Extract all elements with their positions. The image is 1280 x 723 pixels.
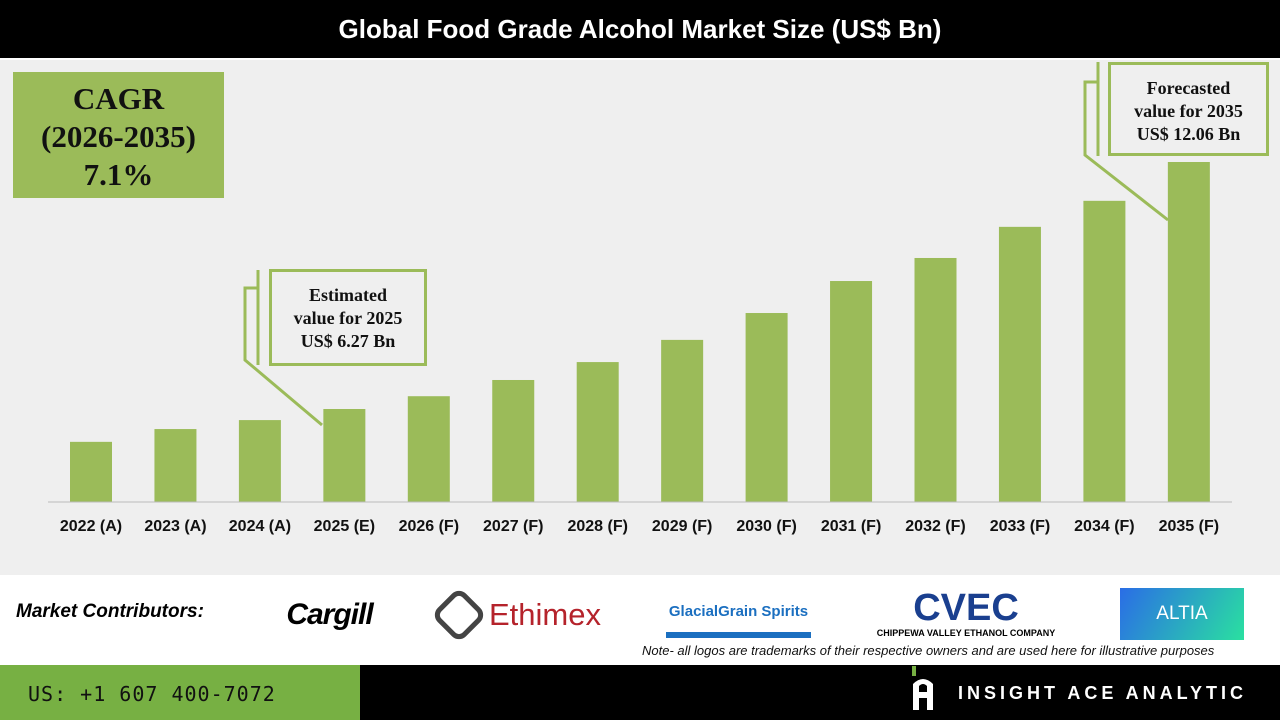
logo-text: GlacialGrain Spirits bbox=[668, 603, 809, 620]
contributors-section bbox=[0, 577, 1280, 665]
callout-text: Forecasted bbox=[1146, 78, 1231, 98]
x-tick-label: 2035 (F) bbox=[1159, 518, 1219, 535]
x-tick-label: 2028 (F) bbox=[567, 518, 627, 535]
bar bbox=[154, 429, 197, 502]
phone-number[interactable]: US: +1 607 400-7072 bbox=[0, 665, 360, 720]
bar-chart: 2022 (A) 2023 (A) 2024 (A) 2025 (E) 2026 (F)… bbox=[48, 62, 1232, 535]
x-tick-label: 2025 (E) bbox=[314, 518, 375, 535]
bar bbox=[1167, 162, 1210, 502]
bar bbox=[323, 409, 366, 502]
callout-value: US$ 12.06 Bn bbox=[1136, 124, 1241, 144]
bar bbox=[830, 281, 873, 502]
x-tick-label: 2023 (A) bbox=[144, 518, 206, 535]
ethimex-icon bbox=[430, 586, 488, 644]
bar bbox=[576, 362, 619, 502]
footer-bar bbox=[360, 665, 1280, 720]
x-tick-label: 2030 (F) bbox=[736, 518, 796, 535]
bar bbox=[661, 339, 704, 502]
logo-text: CVEC bbox=[913, 587, 1019, 629]
x-tick-label: 2027 (F) bbox=[483, 518, 543, 535]
brand-name: INSIGHT ACE ANALYTIC bbox=[958, 683, 1248, 703]
cagr-value: 7.1% bbox=[83, 157, 154, 192]
bar bbox=[1083, 200, 1126, 503]
cvec-logo: CVEC CHIPPEWA VALLEY ETHANOL COMPANY bbox=[876, 586, 1056, 640]
logo-subtext: CHIPPEWA VALLEY ETHANOL COMPANY bbox=[876, 628, 1056, 638]
cagr-period: (2026-2035) bbox=[41, 119, 196, 154]
bar bbox=[238, 420, 281, 502]
x-tick-label: 2034 (F) bbox=[1074, 518, 1134, 535]
cagr-label: CAGR bbox=[72, 81, 165, 116]
callout-text: value for 2025 bbox=[293, 308, 403, 328]
x-tick-label: 2026 (F) bbox=[399, 518, 459, 535]
logo-text: Cargill bbox=[286, 597, 373, 631]
logo-text: ALTIA bbox=[1156, 603, 1208, 624]
contributors-label: Market Contributors: bbox=[16, 601, 204, 622]
cagr-box: CAGR (2026-2035) 7.1% bbox=[13, 72, 224, 198]
callout-value: US$ 6.27 Bn bbox=[300, 331, 396, 351]
cargill-logo: Cargill bbox=[272, 592, 387, 637]
callout-2025-leader bbox=[243, 286, 323, 427]
callout-text: value for 2035 bbox=[1134, 101, 1243, 121]
ethimex-logo: Ethimex bbox=[430, 586, 610, 644]
x-tick-label: 2032 (F) bbox=[905, 518, 965, 535]
callout-2035: Forecasted value for 2035 US$ 12.06 Bn bbox=[1108, 62, 1269, 156]
bar bbox=[70, 441, 112, 502]
callout-2025: Estimated value for 2025 US$ 6.27 Bn bbox=[269, 269, 427, 366]
x-tick-label: 2029 (F) bbox=[652, 518, 712, 535]
x-tick-label: 2033 (F) bbox=[990, 518, 1050, 535]
bar bbox=[998, 226, 1041, 503]
x-tick-label: 2022 (A) bbox=[60, 518, 122, 535]
insightace-logo-icon bbox=[912, 666, 933, 710]
chart-title: Global Food Grade Alcohol Market Size (U… bbox=[0, 0, 1280, 58]
bar bbox=[492, 379, 535, 502]
trademark-note: Note- all logos are trademarks of their … bbox=[642, 643, 1215, 658]
x-tick-label: 2024 (A) bbox=[229, 518, 291, 535]
altia-logo: ALTIA bbox=[1120, 588, 1244, 640]
bar bbox=[407, 396, 450, 502]
plot-area: 2022 (A) 2023 (A) 2024 (A) 2025 (E) 2026 (F)… bbox=[0, 60, 1280, 575]
callout-text: Estimated bbox=[309, 285, 387, 305]
glacialgrain-logo: GlacialGrain Spirits bbox=[666, 592, 811, 638]
x-tick-label: 2031 (F) bbox=[821, 518, 881, 535]
logo-text: Ethimex bbox=[489, 597, 601, 632]
callout-2035-leader bbox=[1083, 80, 1169, 222]
bar bbox=[914, 257, 957, 502]
bar bbox=[745, 313, 788, 502]
